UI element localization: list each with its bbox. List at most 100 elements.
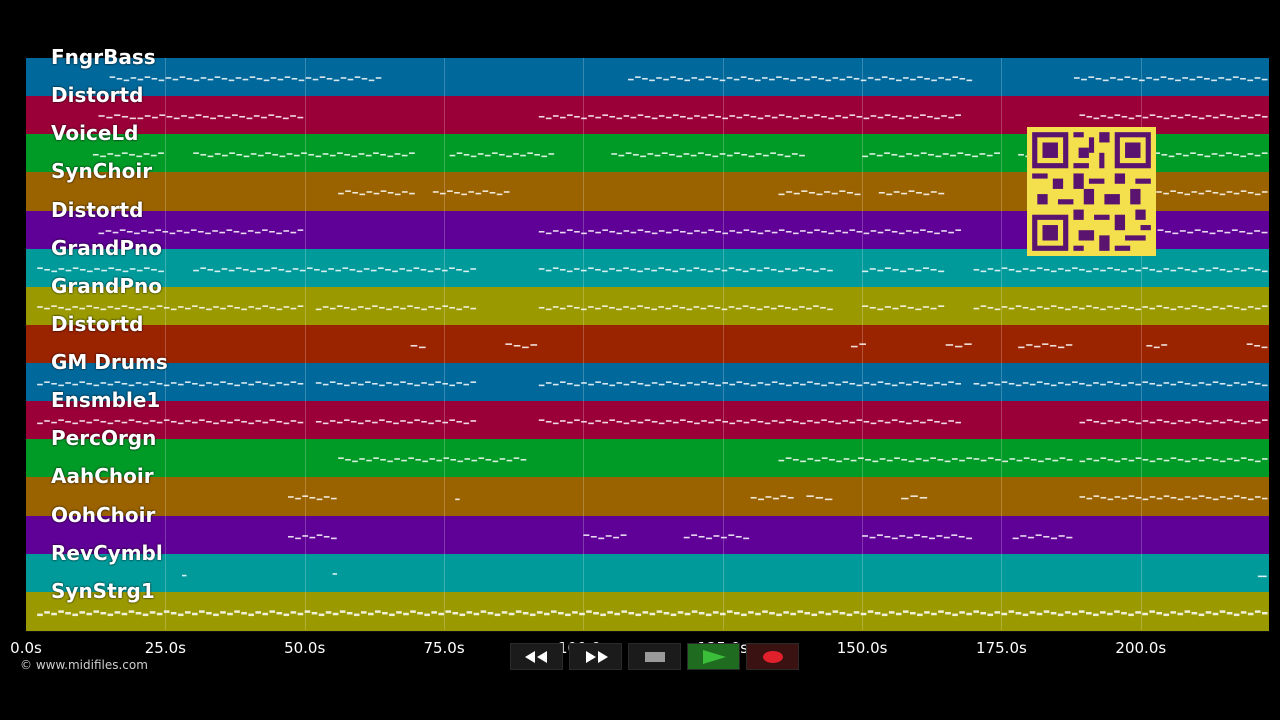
note	[625, 152, 632, 155]
note	[1177, 116, 1184, 119]
note	[987, 457, 994, 460]
note	[913, 381, 919, 384]
note	[644, 384, 651, 387]
note	[1036, 612, 1043, 616]
note	[478, 457, 485, 460]
note	[1184, 268, 1191, 271]
note	[815, 497, 824, 499]
note	[728, 305, 735, 308]
note	[283, 383, 290, 386]
note	[210, 117, 217, 120]
note	[701, 381, 707, 384]
note	[821, 384, 827, 387]
track-lane	[26, 515, 1269, 556]
note	[698, 78, 705, 81]
note	[220, 307, 226, 310]
note	[567, 383, 573, 385]
note	[1198, 613, 1205, 616]
note	[449, 267, 455, 269]
note	[489, 192, 496, 194]
note	[1086, 305, 1092, 307]
note	[1043, 383, 1050, 385]
note	[784, 306, 791, 309]
note	[647, 153, 654, 156]
note	[79, 610, 86, 614]
note	[934, 421, 940, 423]
note	[530, 344, 538, 346]
note-layer	[287, 533, 1073, 539]
note	[736, 381, 743, 384]
note	[1191, 191, 1198, 194]
note	[220, 420, 226, 422]
tick-label: 25.0s	[144, 639, 186, 657]
note	[959, 610, 965, 614]
note	[227, 421, 233, 424]
fast-forward-button[interactable]	[569, 643, 622, 670]
note	[262, 305, 269, 307]
note	[954, 345, 963, 348]
note	[609, 116, 616, 118]
track-label: Distortd	[51, 197, 144, 222]
note	[734, 152, 740, 155]
note	[829, 459, 835, 461]
note	[277, 78, 284, 81]
rewind-button[interactable]	[510, 643, 563, 670]
note	[1142, 305, 1149, 308]
note	[491, 152, 498, 155]
note	[1100, 422, 1107, 425]
note	[129, 117, 136, 120]
note	[748, 155, 755, 158]
note	[1114, 268, 1120, 271]
note	[1202, 230, 1209, 233]
note	[1191, 458, 1198, 461]
note	[1163, 117, 1170, 120]
note	[1233, 495, 1240, 498]
note	[807, 420, 813, 422]
note	[980, 305, 987, 307]
note	[1065, 269, 1071, 272]
note	[1212, 612, 1219, 616]
note	[835, 115, 841, 117]
note	[1219, 421, 1226, 424]
note	[449, 306, 456, 309]
note	[181, 115, 187, 117]
note	[106, 116, 113, 119]
note	[1191, 270, 1198, 272]
note	[616, 117, 623, 120]
note	[394, 193, 401, 196]
note	[842, 381, 849, 384]
note	[1149, 114, 1156, 117]
note	[816, 193, 823, 196]
record-button[interactable]	[746, 643, 799, 670]
note	[907, 267, 914, 270]
note	[879, 458, 886, 461]
note	[888, 77, 895, 80]
note	[1107, 267, 1113, 269]
note	[380, 190, 387, 193]
note	[435, 307, 441, 310]
note	[1078, 610, 1085, 613]
note	[898, 232, 905, 234]
note	[1247, 79, 1254, 82]
note	[623, 267, 629, 269]
note	[1036, 305, 1043, 308]
note	[849, 228, 856, 231]
play-button[interactable]	[687, 643, 740, 670]
note	[347, 78, 354, 81]
note	[680, 230, 686, 233]
note	[811, 613, 818, 616]
stop-button[interactable]	[628, 643, 681, 670]
note	[1153, 346, 1160, 349]
note	[658, 305, 665, 308]
note	[1117, 78, 1124, 81]
note	[593, 611, 599, 615]
note	[112, 231, 119, 233]
note	[966, 612, 972, 616]
note	[764, 383, 771, 386]
note	[44, 307, 50, 310]
note	[863, 117, 870, 120]
note	[734, 611, 740, 615]
note	[870, 229, 877, 232]
note	[192, 612, 198, 616]
note	[1008, 268, 1015, 271]
